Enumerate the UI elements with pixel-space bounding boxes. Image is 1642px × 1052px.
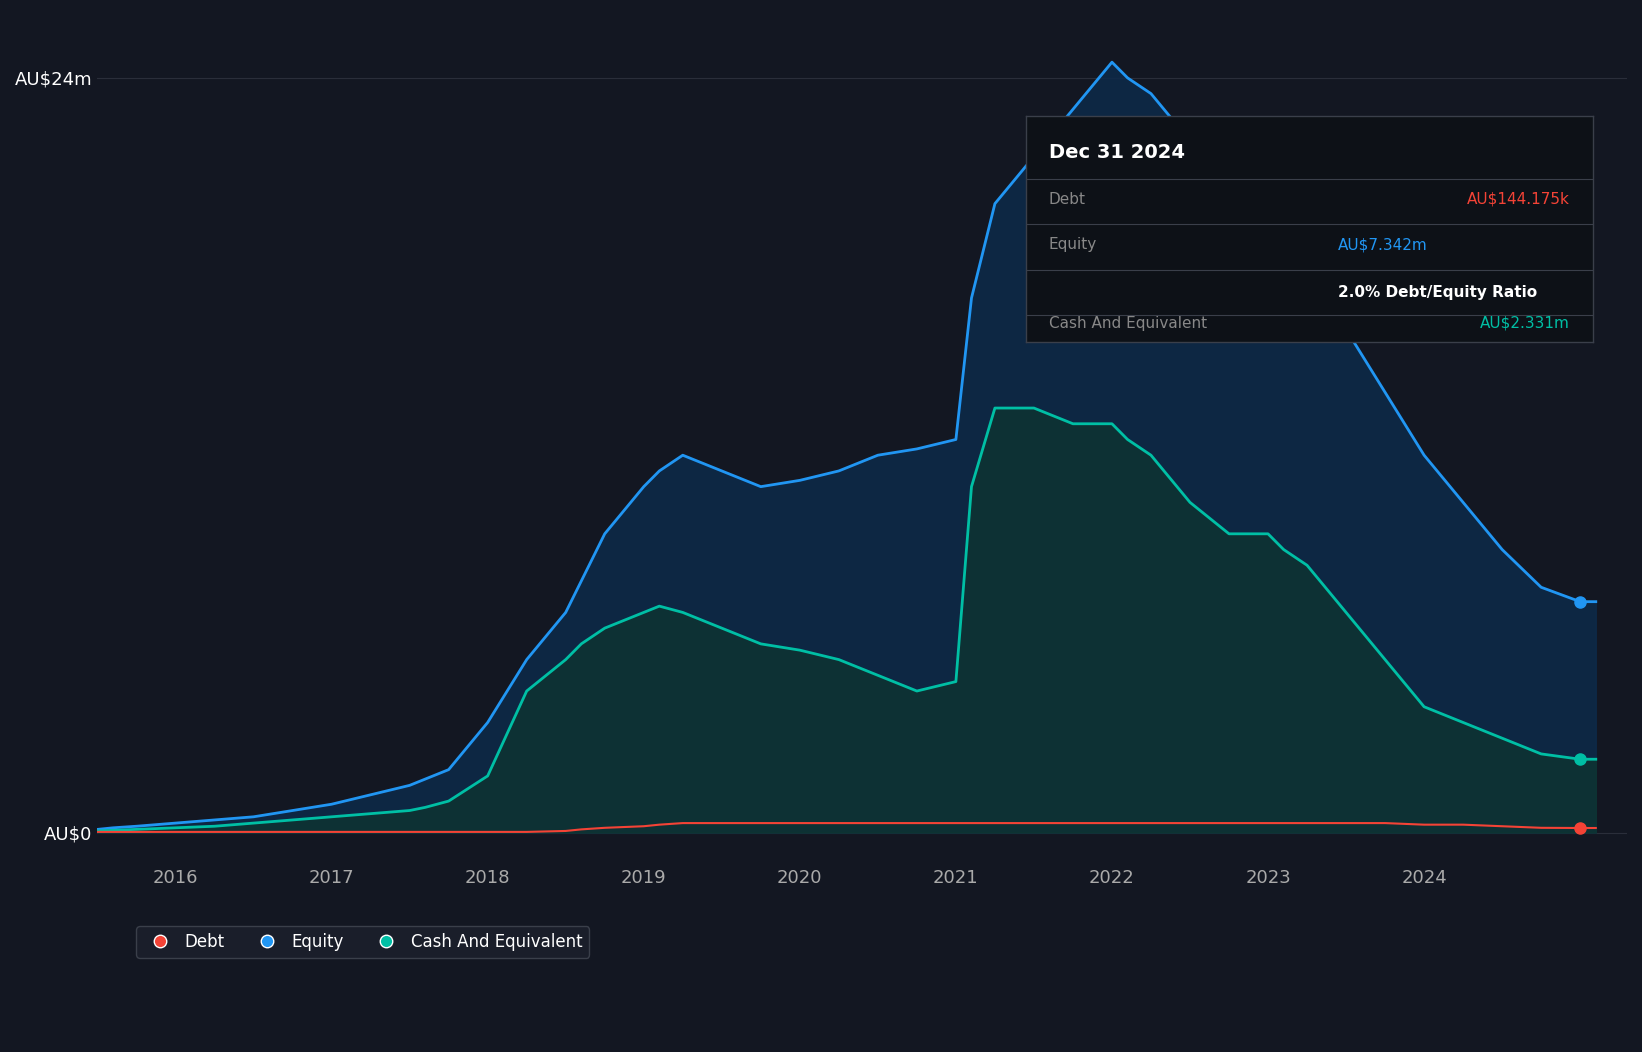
Text: Debt: Debt (1049, 191, 1085, 207)
Text: 2.0% Debt/Equity Ratio: 2.0% Debt/Equity Ratio (1338, 285, 1537, 300)
Text: AU$2.331m: AU$2.331m (1479, 316, 1570, 330)
Text: Cash And Equivalent: Cash And Equivalent (1049, 316, 1207, 330)
Legend: Debt, Equity, Cash And Equivalent: Debt, Equity, Cash And Equivalent (136, 926, 589, 957)
Text: AU$7.342m: AU$7.342m (1338, 237, 1427, 252)
Text: Dec 31 2024: Dec 31 2024 (1049, 143, 1186, 162)
Text: Equity: Equity (1049, 237, 1097, 252)
Text: AU$144.175k: AU$144.175k (1468, 191, 1570, 207)
